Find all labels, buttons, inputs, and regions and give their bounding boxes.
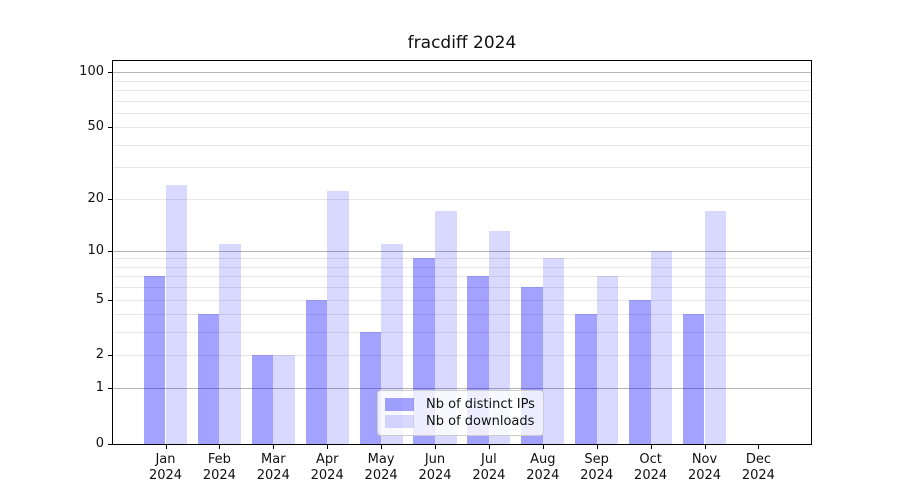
gridline-minor [113,167,811,169]
x-tick-label: Apr 2024 [310,452,344,483]
gridline-minor [113,266,811,268]
gridline-minor [113,332,811,334]
legend-label-downloads: Nb of downloads [426,414,535,429]
gridline-major [113,250,811,252]
y-tick-mark [108,72,112,74]
gridline-minor [113,100,811,102]
y-tick-mark [108,299,112,301]
bar-downloads-feb [219,243,241,444]
y-tick-label: 10 [87,242,104,258]
x-tick-mark [596,445,598,449]
y-tick-label: 0 [95,436,104,451]
bar-downloads-jun [435,211,457,444]
x-tick-mark [704,445,706,449]
gridline-minor [113,287,811,289]
x-tick-mark [650,445,652,449]
y-tick-mark [108,127,112,129]
y-tick-label: 50 [87,119,104,135]
bar-distinct-ips-sep [575,314,597,444]
x-tick-mark [381,445,383,449]
x-tick-label: Aug 2024 [526,452,560,483]
gridline-minor [113,314,811,316]
y-tick-mark [108,198,112,200]
bar-distinct-ips-may [359,332,382,444]
x-tick-mark [165,445,167,449]
bar-distinct-ips-nov [682,314,705,444]
y-tick-mark [108,444,112,445]
x-tick-mark [219,445,221,449]
legend-item-downloads: Nb of downloads [385,414,535,429]
gridline-minor [113,144,811,146]
x-tick-mark [488,445,490,449]
gridline-minor [113,276,811,278]
bar-distinct-ips-mar [251,355,274,444]
x-tick-label: Mar 2024 [256,452,290,483]
bar-downloads-oct [650,250,673,444]
legend-swatch-distinct-ips-icon [385,398,414,411]
gridline-major [113,388,811,390]
x-tick-label: Sep 2024 [580,452,614,483]
gridline-minor [113,198,811,200]
x-tick-mark [273,445,275,449]
y-tick-label: 100 [79,64,104,80]
gridline-minor [113,299,811,301]
bar-distinct-ips-oct [629,299,651,444]
x-tick-label: Jun 2024 [418,452,452,483]
x-tick-label: Jan 2024 [148,452,183,483]
y-tick-mark [108,388,112,390]
gridline-minor [113,80,811,82]
y-tick-label: 1 [95,380,104,396]
y-tick-label: 2 [95,347,104,363]
y-tick-mark [108,355,112,357]
bar-downloads-sep [596,276,619,444]
bar-downloads-mar [273,355,295,444]
gridline-minor [113,355,811,357]
x-tick-mark [327,445,329,449]
x-tick-label: Nov 2024 [687,452,722,483]
gridline-minor [113,112,811,114]
bar-distinct-ips-jan [143,276,166,444]
legend-swatch-downloads-icon [385,415,414,428]
x-tick-label: Oct 2024 [634,452,668,483]
gridline-minor [113,127,811,129]
x-tick-label: Jul 2024 [472,452,506,483]
bar-downloads-nov [704,211,727,444]
bar-downloads-aug [542,258,565,444]
x-tick-mark [542,445,544,449]
x-tick-label: May 2024 [364,452,398,483]
bar-downloads-jan [165,184,188,444]
y-tick-label: 5 [95,291,104,307]
gridline-minor [113,89,811,91]
x-tick-mark [758,445,760,449]
legend-item-distinct-ips: Nb of distinct IPs [385,397,535,412]
x-tick-mark [435,445,436,449]
gridline-minor [113,258,811,260]
y-tick-mark [108,250,112,252]
gridline-major [113,72,811,74]
legend-label-distinct-ips: Nb of distinct IPs [426,397,535,412]
chart-title: fracdiff 2024 [407,33,517,53]
legend: Nb of distinct IPs Nb of downloads [377,390,544,436]
bar-distinct-ips-apr [305,299,328,444]
y-tick-label: 20 [87,190,104,206]
bar-downloads-apr [327,191,349,444]
x-tick-label: Dec 2024 [741,452,775,483]
plot-frame [112,60,812,445]
x-tick-label: Feb 2024 [202,452,236,483]
bar-distinct-ips-feb [197,314,220,444]
